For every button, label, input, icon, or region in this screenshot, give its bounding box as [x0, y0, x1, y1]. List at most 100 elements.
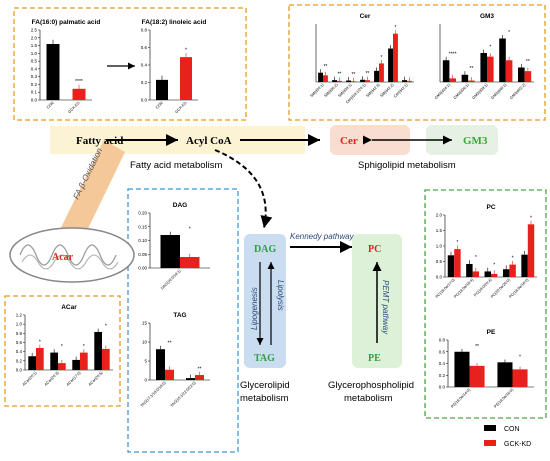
pe-bar: [512, 369, 528, 387]
pe-title: PE: [487, 329, 496, 336]
pc-tick-label: 2.0: [436, 213, 443, 218]
pc-bar: [466, 263, 473, 277]
tag-tick-label: 0: [144, 378, 147, 383]
pe-sig-label: **: [475, 344, 479, 350]
legend-con-label: CON: [504, 426, 520, 433]
dag-sig-label: *: [189, 227, 191, 233]
charts-layer: FA(16:0) palmatic acid 0.0 0.1 0.2 0.3 0.4 0.5…: [16, 13, 537, 409]
lipogenesis-label: Lipogenesis: [250, 287, 259, 330]
cer-bar: [374, 70, 379, 82]
acar-tick-label: 0.0: [16, 368, 23, 373]
fa18-tick-label: 0.0: [141, 98, 148, 103]
cer-sig-label: **: [351, 72, 355, 78]
acar-tick-label: 0.6: [16, 340, 23, 345]
pc-sig-label: *: [456, 240, 458, 246]
dag-category-label: DAG(16:0/18:1): [160, 268, 182, 290]
pe-label: PE: [368, 353, 381, 364]
lipolysis-label: Lipolysis: [276, 280, 285, 311]
fa16-tick-label: 0.4: [31, 66, 38, 71]
pc-sig-label: *: [512, 256, 514, 262]
tag-title: TAG: [173, 312, 186, 319]
cer-bar: [388, 48, 393, 82]
fatty-acid-label: Fatty acid: [76, 135, 123, 147]
pc-sig-label: *: [475, 255, 477, 261]
gm3-bar: [487, 56, 494, 82]
dag-tick-label: 0.20: [138, 211, 147, 216]
gm3-category-label: GM3(d34:1): [434, 82, 452, 100]
cer-bar: [393, 33, 398, 82]
cer-bar: [337, 80, 342, 82]
pe-bar: [497, 362, 513, 387]
gm3-bar: [518, 67, 525, 82]
cer-sig-label: *: [380, 55, 382, 61]
tag-bar: [195, 375, 204, 380]
dag-tick-label: 0.15: [138, 224, 147, 229]
pe-bar: [469, 365, 485, 387]
fa16-bar: [72, 88, 86, 100]
cer-bar: [332, 80, 337, 82]
cer-sig-label: *: [394, 25, 396, 31]
acar-sig-label: *: [61, 344, 63, 350]
dag-tick-label: 0.10: [138, 238, 147, 243]
gm3-label: GM3: [463, 135, 488, 147]
acar-bar: [50, 352, 58, 370]
gm3-sig-label: **: [526, 59, 530, 65]
pe-tick-label: 0.2: [439, 373, 446, 378]
pc-bar: [484, 271, 491, 277]
acar-bar: [28, 356, 36, 370]
acar-label: Acar: [52, 252, 74, 263]
pc-category-label: PC(18:0e/16:0): [508, 277, 530, 299]
tag-tick-label: 15: [142, 321, 148, 326]
pc-bar: [447, 255, 455, 277]
pc-tick-label: 1.0: [436, 244, 443, 249]
fa18-bar: [180, 57, 192, 100]
acar-sig-label: *: [39, 340, 41, 346]
fa16-tick-label: 1.0: [31, 51, 38, 56]
pemt-pathway-label: PEMT pathway: [381, 280, 390, 335]
gm3-sig-label: *: [508, 30, 510, 36]
tag-category-label: TAG(17:1/18:0/18:0): [140, 380, 168, 408]
sphingolipid-panel-frame: [288, 4, 546, 121]
legend-gck-label: GCK-KD: [504, 441, 531, 448]
acar-tick-label: 1.2: [16, 313, 23, 318]
mitochondrion-icon: [9, 227, 135, 283]
glycerophospholipid-panel-frame: [424, 189, 547, 419]
fa18-title: FA(18:2) linoleic acid: [142, 19, 207, 26]
acar-bar: [58, 363, 66, 370]
tag-tick-label: 10: [142, 340, 148, 345]
acar-title: ACar: [61, 304, 77, 311]
fa18-tick-label: 0.2: [141, 80, 148, 85]
dag-tick-label: 0.00: [138, 266, 147, 271]
fa18-tick-label: 0.4: [141, 63, 148, 68]
pc-bar: [491, 273, 498, 277]
gm3-title: GM3: [480, 13, 494, 20]
fa16-title: FA(16:0) palmatic acid: [32, 19, 101, 26]
gm3-sig-label: ****: [449, 52, 457, 58]
gm3-box: [426, 125, 498, 155]
tag-bar: [156, 349, 165, 380]
dag-bar: [180, 257, 200, 268]
acar-tick-label: 0.2: [16, 358, 23, 363]
fa16-tick-label: 0.3: [31, 74, 38, 79]
acar-bar: [80, 352, 88, 370]
pc-category-label: PC(18:0/20:4): [473, 277, 493, 297]
fa16-tick-label: 0.0: [31, 98, 38, 103]
pe-tick-label: 0.6: [439, 349, 446, 354]
gm3-sig-label: **: [470, 66, 474, 72]
pc-label: PC: [368, 244, 381, 255]
pe-tick-label: 0.8: [439, 338, 446, 343]
pc-title: PC: [486, 204, 495, 211]
acar-category-label: ACar(20:3): [44, 370, 60, 386]
pc-bar: [527, 224, 535, 277]
gm3-bar: [449, 78, 456, 82]
gm3-category-label: GM3(d42:2): [509, 82, 527, 100]
fatty-acid-metabolism-label: Fatty acid metabolism: [130, 160, 222, 171]
acar-sig-label: *: [105, 324, 107, 330]
acar-category-label: ACar(20:1): [22, 370, 38, 386]
gm3-category-label: GM3(d38:1): [472, 82, 490, 100]
kennedy-pathway-label: Kennedy pathway: [290, 232, 355, 241]
fa16-bar: [46, 44, 60, 100]
cer-bar: [365, 80, 370, 82]
cer-bar: [407, 80, 412, 82]
pc-sig-label: *: [530, 215, 532, 221]
